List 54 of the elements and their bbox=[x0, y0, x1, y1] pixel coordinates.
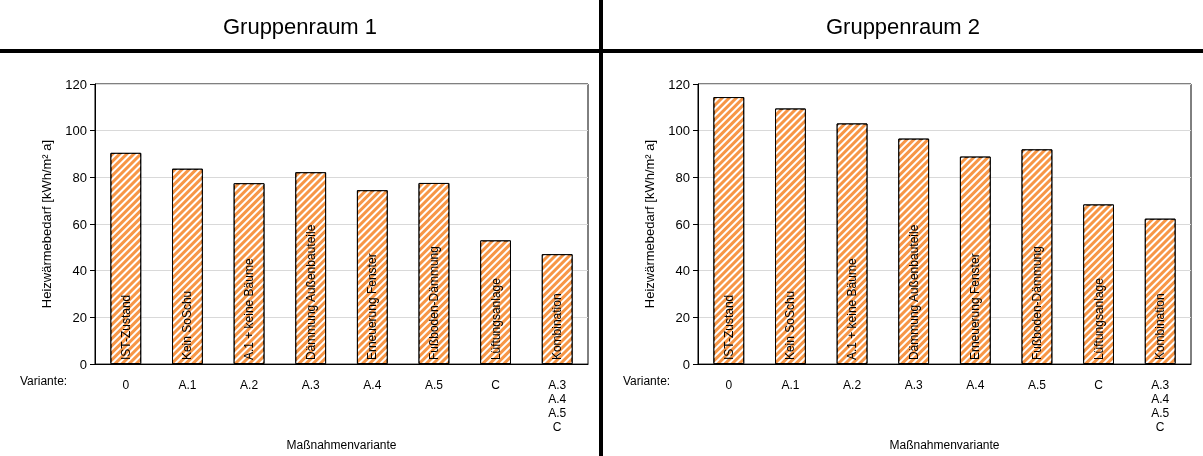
y-tick-label: 120 bbox=[65, 76, 87, 92]
annotation: Kein SoSchu bbox=[783, 290, 798, 361]
annotation: Lüftungsanlage bbox=[488, 277, 503, 361]
x-axis-title: Maßnahmenvariante bbox=[286, 438, 397, 452]
annotation: Kombination bbox=[550, 293, 565, 361]
x-tick-label: A.2 bbox=[240, 378, 259, 393]
annotation: Erneuerung Fenster bbox=[968, 253, 983, 361]
x-tick-label: A.2 bbox=[843, 378, 862, 393]
x-tick-label: A.5 bbox=[1027, 378, 1047, 393]
annotation: Kein SoSchu bbox=[180, 290, 195, 361]
y-tick-label: 80 bbox=[72, 169, 87, 185]
y-tick-label: 20 bbox=[675, 309, 690, 325]
annotation: Kombination bbox=[1153, 293, 1168, 361]
text: Variante: bbox=[623, 374, 671, 388]
chart-title: Gruppenraum 1 bbox=[222, 13, 378, 39]
annotation: Fußboden-Dämmung bbox=[1029, 246, 1044, 361]
x-tick-label: A.4 bbox=[966, 378, 985, 393]
x-tick-label: A.3 A.4 A.5 C bbox=[1151, 378, 1170, 435]
annotation: A.1 + keine Bäume bbox=[845, 258, 860, 361]
y-tick-label: 0 bbox=[682, 356, 690, 372]
y-tick-label: 60 bbox=[675, 216, 690, 232]
y-axis-title: Heizwärmebedarf [kWh/m² a] bbox=[642, 139, 657, 309]
annotation: Lüftungsanlage bbox=[1091, 277, 1106, 361]
y-tick-label: 120 bbox=[668, 76, 690, 92]
x-tick-label: A.4 bbox=[363, 378, 382, 393]
annotation: Dämmung Außenbauteile bbox=[303, 224, 318, 361]
x-tick-label: A.1 bbox=[178, 378, 197, 393]
x-tick-label: 0 bbox=[725, 378, 733, 393]
y-tick-label: 40 bbox=[72, 263, 87, 279]
x-tick-label: A.3 bbox=[904, 378, 924, 393]
annotation: A.1 + keine Bäume bbox=[242, 258, 257, 361]
annotation: IST-Zustand bbox=[118, 294, 133, 361]
annotation: IST-Zustand bbox=[721, 294, 736, 361]
y-tick-label: 100 bbox=[65, 123, 87, 139]
x-axis-title: Maßnahmenvariante bbox=[889, 438, 1000, 452]
y-tick-label: 100 bbox=[668, 123, 690, 139]
x-tick-label: 0 bbox=[122, 378, 130, 393]
chart-title: Gruppenraum 2 bbox=[825, 13, 981, 39]
annotation: Fußboden-Dämmung bbox=[426, 246, 441, 361]
x-tick-label: C bbox=[1094, 378, 1104, 393]
x-tick-label: A.3 bbox=[301, 378, 321, 393]
x-tick-label: A.1 bbox=[781, 378, 800, 393]
y-tick-label: 60 bbox=[72, 216, 87, 232]
y-tick-label: 20 bbox=[72, 309, 87, 325]
x-tick-label: A.5 bbox=[424, 378, 444, 393]
x-tick-label: C bbox=[491, 378, 501, 393]
y-axis-title: Heizwärmebedarf [kWh/m² a] bbox=[39, 139, 54, 309]
annotation: Erneuerung Fenster bbox=[365, 253, 380, 361]
x-tick-label: A.3 A.4 A.5 C bbox=[548, 378, 567, 435]
annotation: Dämmung Außenbauteile bbox=[906, 224, 921, 361]
y-tick-label: 40 bbox=[675, 263, 690, 279]
y-tick-label: 0 bbox=[79, 356, 87, 372]
y-tick-label: 80 bbox=[675, 169, 690, 185]
text: Variante: bbox=[20, 374, 68, 388]
